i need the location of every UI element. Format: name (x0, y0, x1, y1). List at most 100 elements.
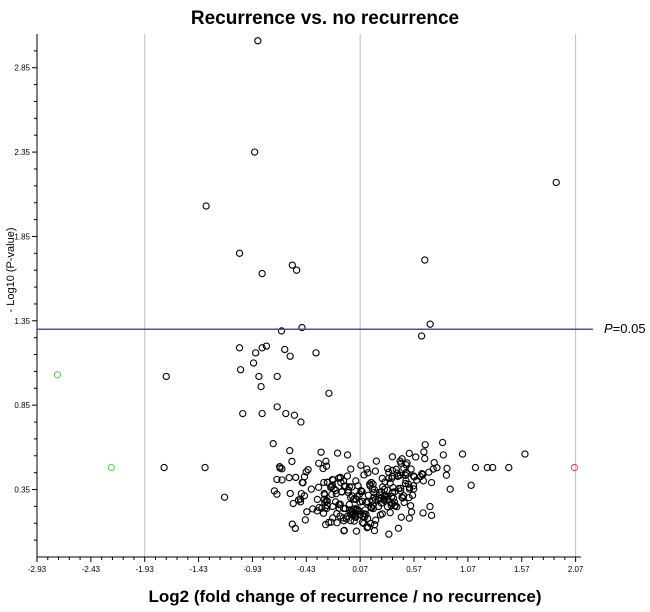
data-point-cloud (285, 474, 293, 482)
data-point-cloud (291, 524, 299, 533)
data-point-cloud (420, 448, 428, 456)
data-point-cloud (333, 519, 341, 527)
data-point-cloud (369, 480, 377, 488)
data-point-cloud (357, 461, 365, 469)
data-point-cloud (329, 514, 337, 522)
data-point-34 (297, 418, 305, 426)
data-point-cloud (273, 490, 281, 498)
data-point-15 (258, 344, 266, 352)
data-point-cloud (383, 464, 392, 473)
x-tick-label-2: -1.93 (136, 565, 155, 574)
data-point-cloud (286, 489, 294, 498)
data-point-31 (273, 403, 281, 411)
vertical-grid-lines (144, 34, 577, 557)
data-point-cloud (401, 479, 410, 488)
data-point-cloud (352, 527, 361, 535)
x-tick-label-1: -2.43 (82, 565, 101, 574)
data-point-cloud (370, 526, 379, 535)
data-point-cloud (399, 494, 407, 502)
x-tick-label-5: -0.43 (297, 565, 316, 574)
x-tick-label-7: 0.57 (406, 565, 422, 574)
data-point-cloud (427, 511, 436, 520)
data-point-38 (505, 463, 513, 472)
threshold-line-group: P=0.05 (37, 321, 646, 336)
data-point-cloud (394, 472, 402, 481)
data-point-cloud (388, 453, 397, 461)
data-point-cloud (358, 518, 367, 527)
y-tick-label-4: 2.35 (14, 148, 30, 157)
data-point-cloud (329, 502, 337, 511)
data-point-cloud (320, 478, 328, 487)
data-point-cloud (313, 495, 322, 504)
highlighted-point-0 (53, 371, 62, 379)
chart-title: Recurrence vs. no recurrence (191, 8, 459, 29)
data-point-cloud (364, 523, 372, 531)
data-point-cloud (370, 488, 378, 497)
data-point-cloud (397, 513, 405, 521)
data-point-cloud (391, 502, 399, 510)
data-point-30 (258, 409, 266, 418)
data-point-cloud (393, 469, 401, 477)
data-point-14 (252, 349, 260, 357)
data-point-cloud (317, 448, 325, 456)
data-point-cloud (426, 502, 434, 511)
data-point-cloud (352, 477, 360, 485)
data-point-cloud (319, 509, 328, 517)
data-point-cloud (438, 438, 447, 447)
threshold-label-p: P (604, 321, 613, 336)
data-point-cloud (442, 471, 451, 479)
data-point-8 (421, 256, 429, 264)
data-point-cloud (343, 451, 352, 459)
data-point-cloud (353, 506, 362, 514)
x-tick-label-8: 1.07 (460, 565, 476, 574)
data-point-cloud (403, 470, 411, 478)
data-point-cloud (342, 515, 351, 523)
data-point-cloud (327, 482, 336, 491)
data-point-cloud (323, 478, 331, 486)
data-point-cloud (405, 449, 413, 458)
data-point-25 (162, 372, 170, 381)
data-point-cloud (370, 521, 379, 529)
data-point-cloud (220, 493, 229, 501)
data-point-5 (288, 261, 296, 269)
data-point-cloud (362, 499, 370, 507)
data-point-cloud (340, 526, 348, 535)
data-point-cloud (421, 441, 429, 449)
data-point-cloud (343, 472, 352, 480)
data-point-cloud (307, 485, 315, 493)
data-point-cloud (273, 475, 281, 484)
data-point-20 (236, 366, 245, 374)
data-point-2 (552, 178, 560, 187)
data-point-cloud (380, 493, 388, 501)
data-point-cloud (339, 477, 348, 485)
data-point-40 (471, 463, 480, 472)
data-point-cloud (278, 476, 286, 484)
data-point-cloud (346, 509, 354, 517)
data-point-cloud (301, 516, 310, 524)
data-point-cloud (386, 509, 394, 517)
data-point-cloud (347, 465, 355, 473)
data-point-9 (277, 327, 286, 335)
data-point-cloud (322, 462, 331, 470)
data-point-29 (239, 409, 247, 418)
data-point-37 (483, 463, 491, 472)
data-point-cloud (299, 479, 307, 487)
data-point-cloud (446, 485, 454, 493)
data-point-cloud (276, 463, 284, 471)
data-point-cloud (378, 510, 386, 518)
data-point-1 (250, 148, 259, 156)
y-tick-label-2: 1.35 (14, 317, 30, 326)
data-point-cloud (363, 465, 371, 473)
data-point-4 (235, 249, 244, 257)
y-tick-label-5: 2.85 (14, 64, 30, 73)
data-point-cloud (410, 473, 418, 481)
data-point-cloud (379, 483, 387, 491)
data-point-cloud (392, 465, 400, 473)
data-point-cloud (400, 464, 408, 473)
data-point-11 (426, 320, 434, 328)
scatter-points (53, 37, 579, 538)
data-point-cloud (401, 471, 410, 479)
data-point-cloud (323, 501, 331, 510)
data-point-cloud (366, 480, 374, 488)
